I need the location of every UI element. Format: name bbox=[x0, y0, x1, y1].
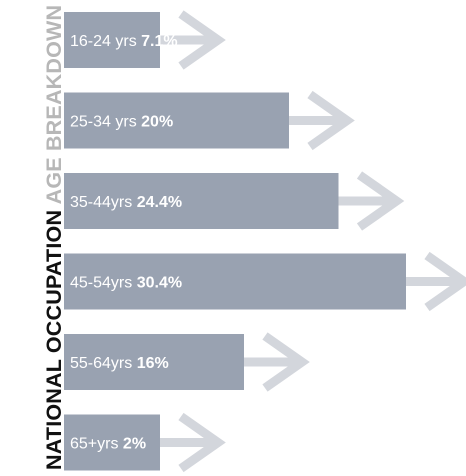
category-label: 16-24 yrs bbox=[70, 33, 141, 50]
category-label: 45-54yrs bbox=[70, 275, 137, 292]
bar-label: 65+yrs 2% bbox=[70, 436, 146, 453]
bar-group: 35-44yrs 24.4% bbox=[64, 171, 405, 231]
arrow-icon bbox=[262, 332, 310, 392]
bar bbox=[64, 253, 406, 310]
category-label: 25-34 yrs bbox=[70, 114, 141, 131]
arrow-icon bbox=[356, 171, 405, 231]
arrow-icon bbox=[307, 90, 355, 151]
value-label: 7.1% bbox=[141, 33, 177, 50]
bar-label: 55-64yrs 16% bbox=[70, 355, 169, 372]
bar bbox=[64, 173, 339, 229]
bar bbox=[64, 414, 160, 471]
category-label: 55-64yrs bbox=[70, 355, 137, 372]
value-label: 16% bbox=[137, 355, 169, 372]
category-label: 65+yrs bbox=[70, 436, 123, 453]
bar-label: 35-44yrs 24.4% bbox=[70, 194, 182, 211]
arrow-icon bbox=[178, 10, 226, 70]
value-label: 2% bbox=[123, 436, 146, 453]
bar-group: 16-24 yrs 7.1% bbox=[64, 10, 226, 70]
bar bbox=[64, 12, 160, 68]
bar bbox=[64, 92, 289, 149]
bar-label: 25-34 yrs 20% bbox=[70, 114, 173, 131]
value-label: 20% bbox=[141, 114, 173, 131]
bar bbox=[64, 334, 244, 390]
bar-group: 45-54yrs 30.4% bbox=[64, 251, 466, 312]
value-label: 30.4% bbox=[137, 275, 182, 292]
bar-group: 65+yrs 2% bbox=[64, 412, 226, 473]
value-label: 24.4% bbox=[137, 194, 182, 211]
bar-group: 55-64yrs 16% bbox=[64, 332, 310, 392]
bar-label: 45-54yrs 30.4% bbox=[70, 275, 182, 292]
bar-label: 16-24 yrs 7.1% bbox=[70, 33, 178, 50]
bar-group: 25-34 yrs 20% bbox=[64, 90, 355, 151]
arrow-icon bbox=[424, 251, 466, 312]
arrow-icon bbox=[178, 412, 226, 473]
category-label: 35-44yrs bbox=[70, 194, 137, 211]
